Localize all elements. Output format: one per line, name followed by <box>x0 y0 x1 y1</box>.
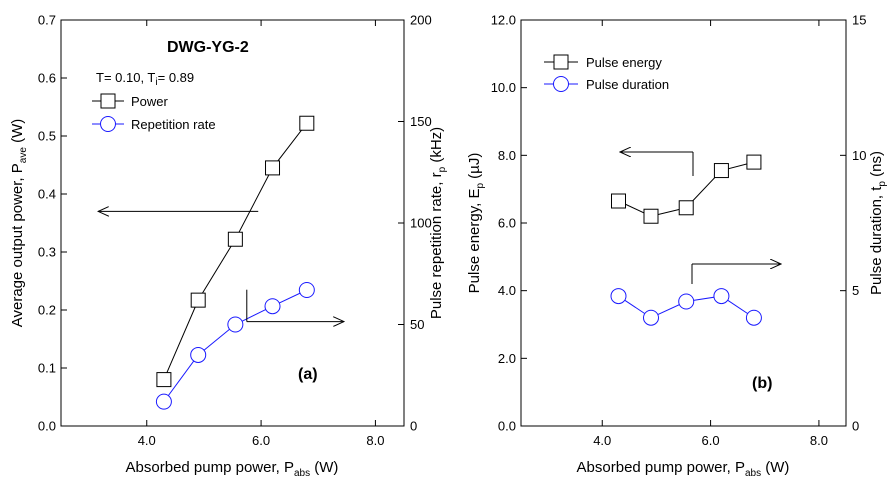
y-left-tick-label: 0.6 <box>38 71 56 86</box>
data-point-power <box>299 115 315 131</box>
data-point-pulse-energy <box>713 163 729 179</box>
legend-label-duration: Pulse duration <box>586 77 669 92</box>
data-point-pulse-duration <box>678 293 695 310</box>
series-line-repetition-rate <box>163 289 308 402</box>
x-tick-label: 8.0 <box>810 433 828 448</box>
y-left-tick-label: 12.0 <box>491 13 516 28</box>
legend-marker-duration <box>553 76 569 92</box>
x-tick-label: 8.0 <box>366 433 384 448</box>
y-right-tick-label: 10 <box>852 148 866 163</box>
y-right-axis-label: Pulse repetition rate, rp (kHz) <box>428 127 448 319</box>
legend-marker-power <box>100 93 116 109</box>
data-point-repetition-rate <box>264 298 281 315</box>
data-point-repetition-rate <box>298 281 315 298</box>
y-left-tick-label: 0.1 <box>38 361 56 376</box>
y-left-axis-label: Pulse energy, Ep (µJ) <box>466 153 486 294</box>
data-point-pulse-energy <box>678 200 694 216</box>
y-right-tick-label: 0 <box>410 419 417 434</box>
x-axis-label: Absorbed pump power, Pabs (W) <box>126 459 339 477</box>
y-left-tick-label: 8.0 <box>498 148 516 163</box>
y-left-axis-label: Average output power, Pave (W) <box>9 119 29 327</box>
y-right-axis-label: Pulse duration, tp (ns) <box>868 151 888 295</box>
data-point-power <box>265 160 281 176</box>
legend: Power Repetition rate <box>92 93 216 132</box>
legend-marker-energy <box>553 54 569 70</box>
arrows <box>620 152 781 284</box>
data-point-pulse-duration <box>745 309 762 326</box>
legend-marker-repetition <box>100 116 116 132</box>
data-point-power <box>190 292 206 308</box>
y-right-tick-label: 15 <box>852 13 866 28</box>
x-axis-label: Absorbed pump power, Pabs (W) <box>577 459 790 477</box>
y-right-tick-label: 0 <box>852 419 859 434</box>
data-point-repetition-rate <box>155 393 172 410</box>
data-point-repetition-rate <box>190 346 207 363</box>
y-right-tick-label: 200 <box>410 13 432 28</box>
x-tick-label: 6.0 <box>702 433 720 448</box>
y-right-tick-label: 150 <box>410 114 432 129</box>
y-left-tick-label: 6.0 <box>498 216 516 231</box>
data-point-pulse-energy <box>746 154 762 170</box>
legend-label-energy: Pulse energy <box>586 55 662 70</box>
legend-label-power: Power <box>131 94 169 109</box>
y-left-tick-label: 0.2 <box>38 303 56 318</box>
data-point-pulse-duration <box>643 309 659 326</box>
data-point-pulse-energy <box>643 208 659 224</box>
x-tick-label: 4.0 <box>593 433 611 448</box>
y-left-tick-label: 2.0 <box>498 351 516 366</box>
panel-b: 4.0 6.0 8.0 0.0 2.0 4.0 6.0 8.0 10.0 12.0 0 5 10 15 P… <box>466 13 888 477</box>
data-point-repetition-rate <box>227 316 244 333</box>
y-left-tick-label: 0.0 <box>38 419 56 434</box>
panel-label: (b) <box>752 375 772 392</box>
data-point-pulse-duration <box>713 288 730 305</box>
y-left-tick-label: 0.4 <box>38 187 56 202</box>
series-line-power <box>163 122 308 380</box>
legend-label-repetition: Repetition rate <box>131 117 216 132</box>
panel-label: (a) <box>298 366 318 383</box>
legend: Pulse energy Pulse duration <box>544 54 669 92</box>
x-tick-label: 6.0 <box>252 433 270 448</box>
parameter-annotation: T= 0.10, Ti= 0.89 <box>96 70 194 88</box>
y-right-tick-label: 100 <box>410 216 432 231</box>
x-tick-label: 4.0 <box>138 433 156 448</box>
y-right-tick-label: 50 <box>410 317 424 332</box>
chart-title: DWG-YG-2 <box>167 39 249 56</box>
data-point-pulse-energy <box>611 193 626 209</box>
y-left-tick-label: 0.0 <box>498 419 516 434</box>
y-left-tick-label: 0.3 <box>38 245 56 260</box>
data-point-power <box>156 372 172 388</box>
y-right-tick-label: 5 <box>852 283 859 298</box>
y-left-tick-label: 4.0 <box>498 283 516 298</box>
y-left-tick-label: 10.0 <box>491 80 516 95</box>
y-left-tick-label: 0.5 <box>38 129 56 144</box>
plot-frame <box>520 19 847 427</box>
data-point-pulse-duration <box>610 288 627 305</box>
y-left-tick-label: 0.7 <box>38 13 56 28</box>
data-point-power <box>227 231 243 247</box>
panel-a: 4.0 6.0 8.0 0.0 0.1 0.2 0.3 0.4 0.5 0.6 0.7 0 50 100 1… <box>9 13 448 477</box>
